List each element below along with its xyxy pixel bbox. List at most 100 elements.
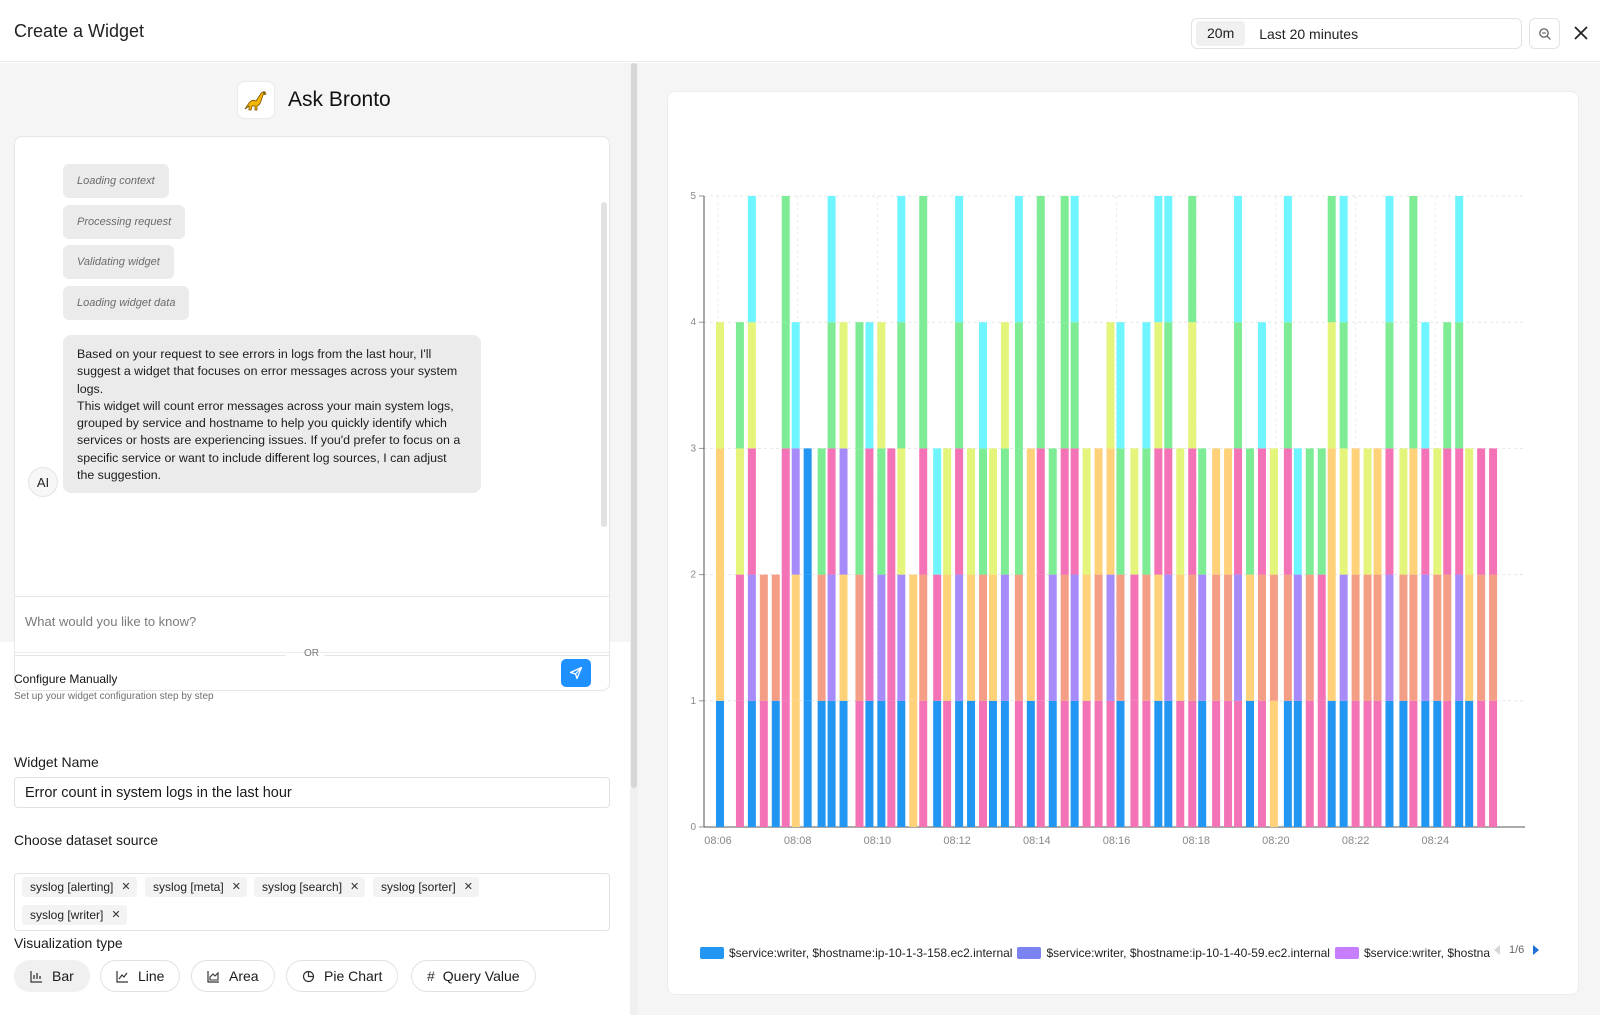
remove-icon[interactable]: ✕ [463,881,473,893]
bar-segment [791,322,800,449]
viz-line-button[interactable]: Line [100,960,181,992]
bar-segment [1339,448,1348,575]
viz-pie-chart-button[interactable]: Pie Chart [286,960,399,992]
bar-segment [1421,700,1430,827]
bronto-logo [237,81,275,119]
chat-input[interactable] [25,611,585,631]
zoom-out-button[interactable] [1529,18,1560,49]
bar-segment [839,448,848,575]
bar-segment [943,574,952,701]
x-tick-label: 08:20 [1262,835,1290,847]
bar-segment [1014,700,1023,827]
bar-segment [1351,448,1360,575]
viz-label: Bar [52,968,74,984]
chart-legend: $service:writer, $hostname:ip-10-1-3-158… [700,938,1490,968]
left-panel-scrollbar-thumb[interactable] [631,63,637,788]
bar-segment [1026,700,1035,827]
time-range-chip[interactable]: 20m [1196,21,1246,46]
bar-segment [1082,574,1091,701]
remove-icon[interactable]: ✕ [121,881,131,893]
x-tick-label: 08:08 [784,835,812,847]
legend-item[interactable]: $service:writer, $hostname:ip-10-1-40-59… [1017,946,1330,960]
bar-segment [1212,700,1221,827]
bar-segment [855,322,864,449]
legend-page-indicator: 1/6 [1509,944,1525,956]
bar-segment [1188,700,1197,827]
widget-name-label: Widget Name [14,754,99,770]
bar-segment [1070,448,1079,575]
widget-name-input[interactable] [14,777,610,808]
or-label: OR [304,648,319,659]
bar-segment [1409,448,1418,575]
bar-segment [1363,700,1372,827]
bar-segment [781,322,790,449]
bar-segment [1409,700,1418,827]
bar-segment [1373,574,1382,701]
bar-segment [715,322,724,449]
bar-segment [967,700,976,827]
bar-segment [1176,574,1185,701]
bar-segment [933,448,942,575]
page-title: Create a Widget [14,21,145,41]
bar-segment [803,448,812,575]
bar-segment [1154,196,1163,323]
bar-segment [979,574,988,701]
bar-segment [1257,448,1266,575]
bar-segment [1283,196,1292,323]
close-button[interactable] [1568,20,1594,46]
legend-item[interactable]: $service:writer, $hostnam [1334,946,1490,960]
bar-segment [1116,574,1125,701]
bar-segment [1465,700,1474,827]
bar-segment [1455,196,1464,323]
dataset-source-label: Choose dataset source [14,832,158,848]
time-range-picker[interactable]: 20m Last 20 minutes [1191,18,1522,49]
dataset-tag[interactable]: syslog [search] ✕ [254,877,366,897]
bar-segment [865,448,874,575]
legend-swatch [1334,947,1359,959]
dataset-tag[interactable]: syslog [alerting] ✕ [22,877,137,897]
bar-segment [791,448,800,575]
viz-bar-button[interactable]: Bar [14,960,90,992]
bar-segment [747,574,756,701]
bar-segment [1373,700,1382,827]
dataset-tag[interactable]: syslog [meta] ✕ [145,877,247,897]
bar-segment [1130,448,1139,575]
remove-icon[interactable]: ✕ [231,881,241,893]
viz-area-button[interactable]: Area [191,960,275,992]
chevron-left-icon[interactable] [1493,944,1501,956]
legend-label: $service:writer, $hostname:ip-10-1-40-59… [1046,946,1330,960]
bar-segment [1269,448,1278,575]
remove-icon[interactable]: ✕ [350,881,360,893]
bar-segment [943,448,952,575]
chat-scrollbar[interactable] [601,202,607,527]
bar-segment [1409,574,1418,701]
area-chart-icon [207,970,219,983]
visualization-type-label: Visualization type [14,935,123,951]
x-tick-label: 08:22 [1342,835,1370,847]
bar-segment [1224,700,1233,827]
bar-segment [967,574,976,701]
viz-query-value-button[interactable]: # Query Value [411,960,536,992]
legend-label: $service:writer, $hostname:ip-10-1-3-158… [729,946,1013,960]
bar-segment [897,574,906,701]
dataset-source-select[interactable]: syslog [alerting] ✕ syslog [meta] ✕ syslog… [14,873,610,931]
bar-segment [839,574,848,701]
ai-message-paragraph: This widget will count error messages ac… [77,398,461,483]
bar-segment [1070,700,1079,827]
time-range-label[interactable]: Last 20 minutes [1259,25,1359,42]
bar-segment [1489,700,1498,827]
chevron-right-icon[interactable] [1532,944,1540,956]
bar-segment [1048,574,1057,701]
send-button[interactable] [561,659,591,687]
remove-icon[interactable]: ✕ [111,909,121,921]
bar-segment [1060,322,1069,449]
legend-item[interactable]: $service:writer, $hostname:ip-10-1-3-158… [700,946,1012,960]
x-tick-label: 08:16 [1103,835,1131,847]
dataset-tag[interactable]: syslog [sorter] ✕ [373,877,479,897]
bar-segment [1399,700,1408,827]
bar-segment [1269,574,1278,701]
bar-segment [1363,448,1372,575]
bar-segment [979,448,988,575]
dataset-tag[interactable]: syslog [writer] ✕ [22,905,127,925]
bar-segment [1130,574,1139,701]
